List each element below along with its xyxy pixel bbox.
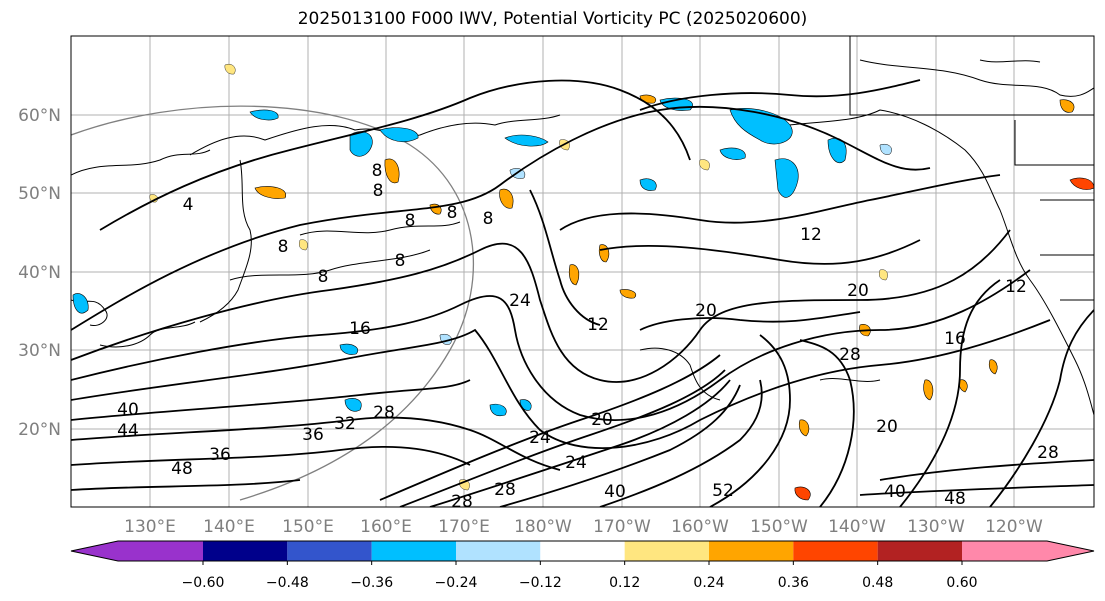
contour-label: 36 (209, 445, 231, 465)
colorbar-segment (877, 541, 962, 561)
colorbar-segment (540, 541, 625, 561)
colorbar-extend-max (1047, 541, 1094, 561)
contour-label: 40 (884, 482, 906, 502)
colorbar-segment (793, 541, 878, 561)
contour-label: 8 (447, 203, 458, 223)
contour-label: 8 (395, 251, 406, 271)
colorbar-segment (118, 541, 203, 561)
colorbar-tick-label: 0.60 (946, 575, 977, 591)
longitude-label: 140°E (203, 517, 255, 537)
latitude-label: 20°N (18, 420, 61, 440)
longitude-label: 170°E (438, 517, 490, 537)
contour-label: 12 (800, 225, 822, 245)
longitude-label: 130°E (124, 517, 176, 537)
contour-label: 4 (183, 195, 194, 215)
coastlines (71, 36, 1094, 416)
colorbar-tick-label: 0.24 (693, 575, 724, 591)
latitude-label: 40°N (18, 263, 61, 283)
contour-label: 8 (372, 161, 383, 181)
contour-label: 8 (373, 181, 384, 201)
iwv-contours-thin (229, 221, 881, 401)
contour-label: 20 (876, 417, 898, 437)
colorbar-segment (456, 541, 541, 561)
contour-label: 20 (591, 410, 613, 430)
colorbar-segment (962, 541, 1047, 561)
latitude-label: 60°N (18, 106, 61, 126)
longitude-label: 140°W (828, 517, 886, 537)
latitude-labels: 60°N 50°N 40°N 30°N 20°N (18, 106, 61, 440)
contour-label: 24 (529, 428, 551, 448)
longitude-label: 180°W (514, 517, 572, 537)
contour-label: 52 (712, 481, 734, 501)
contour-label: 20 (695, 301, 717, 321)
iwv-contours (71, 79, 1094, 507)
longitude-label: 150°W (750, 517, 808, 537)
pv-positive-shading (254, 94, 1094, 501)
contour-label: 8 (278, 237, 289, 257)
colorbar-tick-labels: −0.60 −0.48 −0.36 −0.24 −0.12 0.12 0.24 0.36 0.4… (182, 561, 978, 591)
contour-label: 28 (1037, 443, 1059, 463)
contour-label: 28 (839, 345, 861, 365)
colorbar-segment (203, 541, 288, 561)
colorbar-tick-label: −0.12 (519, 575, 562, 591)
longitude-label: 120°W (985, 517, 1043, 537)
map-title: 2025013100 F000 IWV, Potential Vorticity… (297, 9, 808, 29)
contour-label: 24 (565, 453, 587, 473)
colorbar (70, 540, 1095, 562)
longitude-label: 170°W (593, 517, 651, 537)
colorbar-segment (624, 541, 709, 561)
contour-label: 48 (944, 489, 966, 509)
colorbar-segment (371, 541, 456, 561)
projection-boundary-arc (71, 105, 475, 501)
contour-label: 8 (405, 211, 416, 231)
latitude-label: 30°N (18, 341, 61, 361)
contour-label: 12 (1005, 277, 1027, 297)
map-frame (70, 35, 1095, 508)
colorbar-tick-label: 0.12 (609, 575, 640, 591)
graticule (71, 36, 1094, 507)
contour-label: 24 (509, 291, 531, 311)
colorbar-tick-label: 0.36 (778, 575, 809, 591)
contour-label: 36 (302, 425, 324, 445)
contour-label: 40 (117, 400, 139, 420)
longitude-labels: 130°E 140°E 150°E 160°E 170°E 180°W 170°W 160°W… (124, 517, 1043, 537)
contour-label: 8 (483, 209, 494, 229)
latitude-label: 50°N (18, 184, 61, 204)
colorbar-tick-label: −0.36 (350, 575, 393, 591)
contour-label: 44 (117, 421, 139, 441)
colorbar-outline (70, 540, 1095, 562)
contour-label: 40 (604, 482, 626, 502)
contour-label: 32 (334, 414, 356, 434)
contour-label: 16 (944, 329, 966, 349)
contour-label: 28 (373, 403, 395, 423)
contour-label: 28 (451, 492, 473, 512)
contour-label: 20 (847, 281, 869, 301)
longitude-label: 150°E (282, 517, 334, 537)
colorbar-segment (287, 541, 372, 561)
longitude-label: 160°W (671, 517, 729, 537)
contour-label: 48 (171, 459, 193, 479)
longitude-label: 160°E (360, 517, 412, 537)
longitude-label: 130°W (907, 517, 965, 537)
contour-label: 8 (318, 267, 329, 287)
colorbar-tick-label: 0.48 (862, 575, 893, 591)
colorbar-tick-label: −0.60 (182, 575, 225, 591)
contour-label: 16 (349, 319, 371, 339)
contour-label: 28 (494, 480, 516, 500)
colorbar-tick-label: −0.24 (435, 575, 478, 591)
colorbar-segment (709, 541, 794, 561)
pv-negative-shading (72, 97, 847, 417)
colorbar-tick-label: −0.48 (266, 575, 309, 591)
contour-label: 12 (587, 315, 609, 335)
